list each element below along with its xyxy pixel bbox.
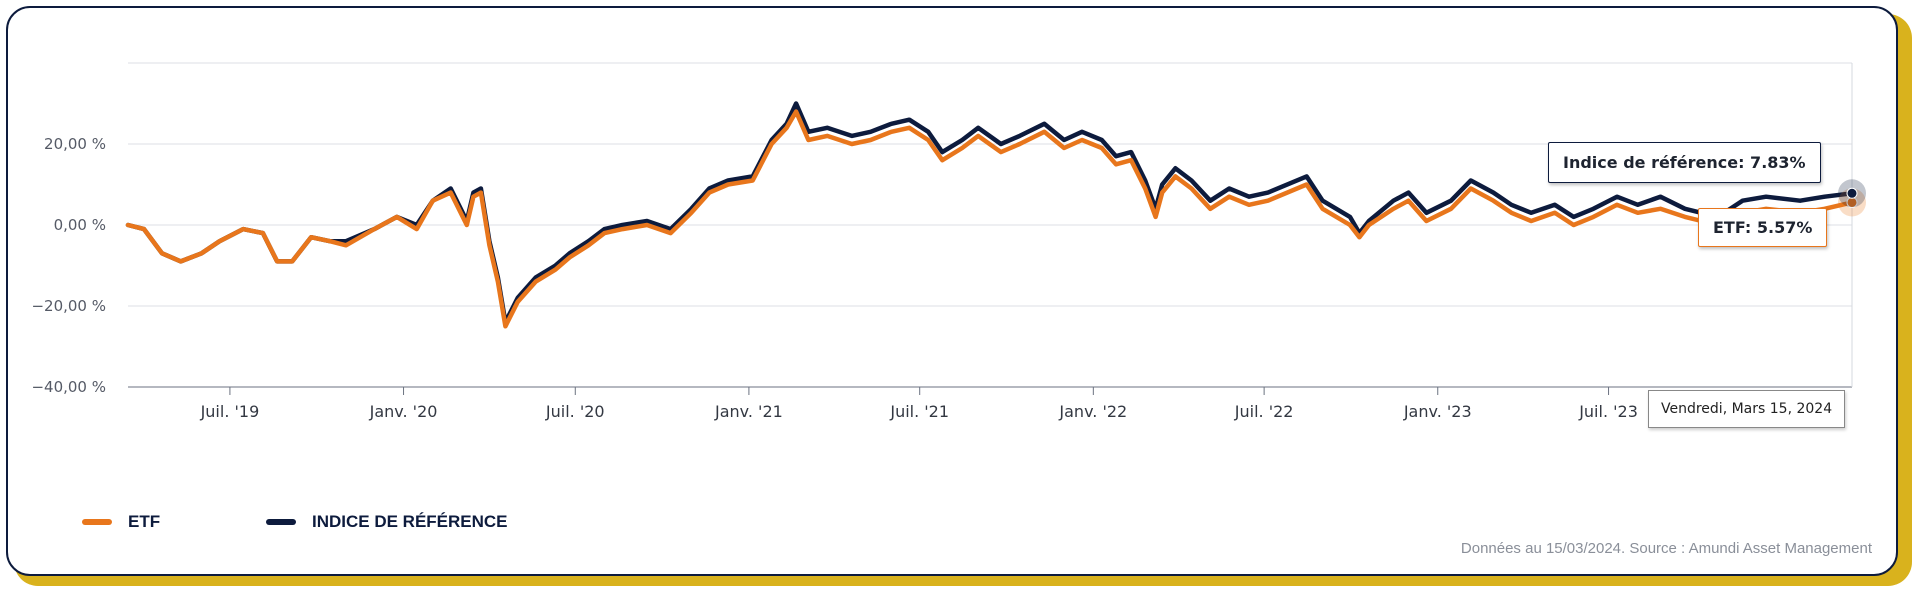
tooltip-index: Indice de référence: 7.83% <box>1548 142 1821 183</box>
tooltip-date: Vendredi, Mars 15, 2024 <box>1648 390 1846 428</box>
x-tick-label: Juil. '20 <box>545 402 605 421</box>
legend-etf[interactable]: ETF <box>82 512 160 532</box>
source-note: Données au 15/03/2024. Source : Amundi A… <box>1460 540 1872 557</box>
hover-markers[interactable] <box>1838 179 1866 217</box>
legend-index-label: INDICE DE RÉFÉRENCE <box>312 512 508 531</box>
x-tick-label: Janv. '23 <box>1403 402 1472 421</box>
y-tick-label: 20,00 % <box>44 135 106 153</box>
legend-etf-swatch <box>82 519 112 525</box>
x-tick-label: Juil. '23 <box>1578 402 1638 421</box>
tooltip-date-text: Vendredi, Mars 15, 2024 <box>1661 401 1833 417</box>
x-tick-label: Janv. '21 <box>714 402 783 421</box>
tooltip-index-text: Indice de référence: 7.83% <box>1563 153 1806 172</box>
legend-etf-label: ETF <box>128 512 161 531</box>
legend-index-swatch <box>266 519 296 525</box>
chart-card <box>6 6 1898 576</box>
series-line-etf <box>125 109 1855 329</box>
tooltip-etf: ETF: 5.57% <box>1698 208 1828 247</box>
y-tick-label: −40,00 % <box>31 378 106 396</box>
y-tick-label: 0,00 % <box>54 216 106 234</box>
marker-index <box>1846 187 1858 199</box>
series-lines <box>125 101 1855 329</box>
legend-index[interactable]: INDICE DE RÉFÉRENCE <box>266 512 508 532</box>
x-axis-ticks: Juil. '19 Janv. '20 Juil. '20 Janv. '21 Juil… <box>200 387 1638 421</box>
series-line-index <box>125 101 1855 325</box>
x-tick-label: Juil. '19 <box>200 402 260 421</box>
x-tick-label: Janv. '22 <box>1058 402 1127 421</box>
y-tick-label: −20,00 % <box>31 297 106 315</box>
x-tick-label: Juil. '21 <box>889 402 949 421</box>
x-tick-label: Janv. '20 <box>369 402 438 421</box>
x-tick-label: Juil. '22 <box>1234 402 1294 421</box>
y-axis-ticks: 20,00 % 0,00 % −20,00 % −40,00 % <box>31 135 106 396</box>
tooltip-etf-text: ETF: 5.57% <box>1713 218 1813 237</box>
